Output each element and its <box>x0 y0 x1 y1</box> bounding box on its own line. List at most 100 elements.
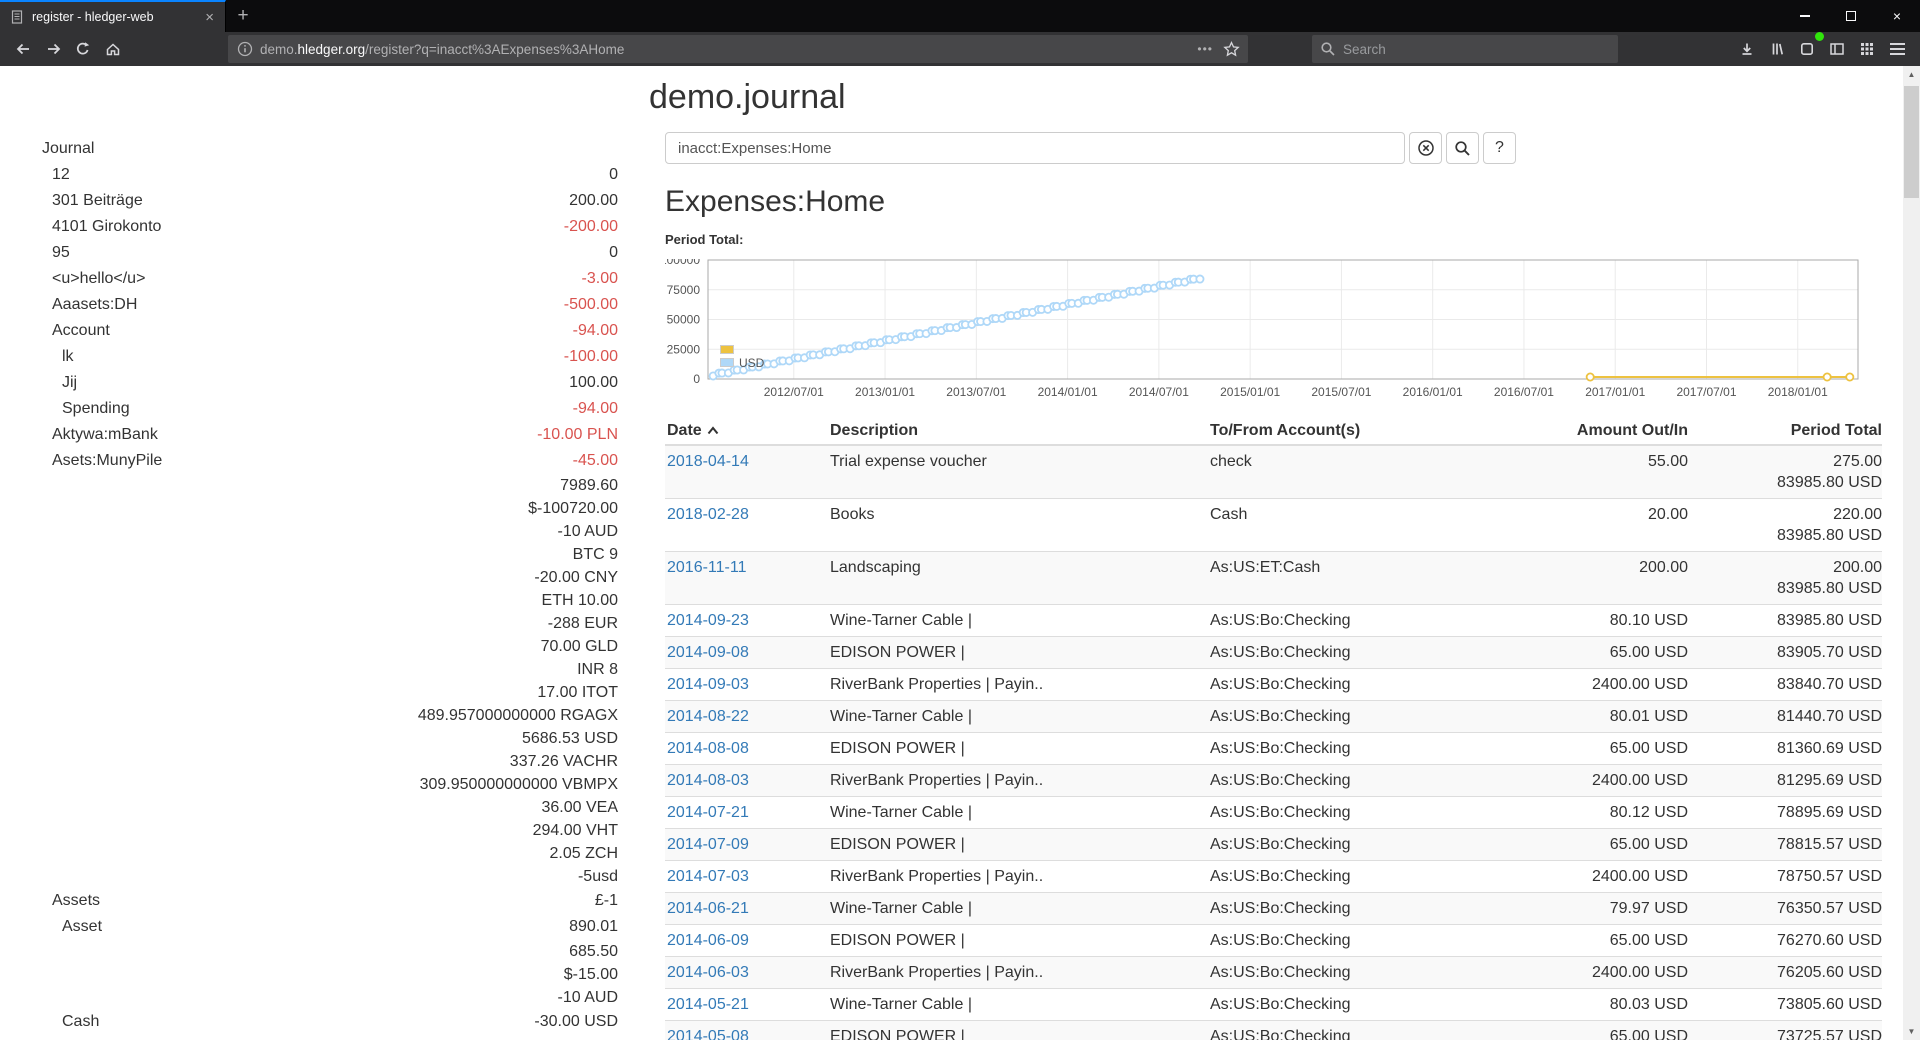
transaction-date-link[interactable]: 2014-05-21 <box>667 996 749 1013</box>
transaction-date-link[interactable]: 2014-06-21 <box>667 900 749 917</box>
account-link[interactable]: Aktywa:mBank <box>52 426 158 443</box>
transaction-date-link[interactable]: 2018-04-14 <box>667 453 749 470</box>
scrollbar-thumb[interactable] <box>1904 86 1919 198</box>
transaction-date-link[interactable]: 2014-08-22 <box>667 708 749 725</box>
sidebar-balance-row: -20.00 CNY <box>42 566 618 589</box>
transaction-date-link[interactable]: 2014-09-03 <box>667 676 749 693</box>
account-balance: $-15.00 <box>563 966 618 983</box>
transaction-account: As:US:ET:Cash <box>1208 551 1488 605</box>
close-window-button[interactable]: × <box>1892 8 1902 24</box>
menu-icon[interactable] <box>1882 35 1912 63</box>
scroll-down-icon[interactable]: ▼ <box>1907 1027 1916 1036</box>
x-tick-label: 2014/01/01 <box>1038 385 1098 399</box>
transaction-amount: 79.97 USD <box>1488 892 1688 925</box>
transaction-date-link[interactable]: 2014-06-09 <box>667 932 749 949</box>
account-balance: 337.26 VACHR <box>509 753 618 770</box>
site-info-icon[interactable] <box>236 40 254 58</box>
transaction-description: Landscaping <box>828 551 1208 605</box>
column-header: Period Total <box>1688 419 1882 446</box>
transaction-date-link[interactable]: 2014-06-03 <box>667 964 749 981</box>
sidebar-balance-row: -117.00 <box>42 1035 618 1040</box>
grid-icon[interactable] <box>1852 35 1882 63</box>
account-balance: 17.00 ITOT <box>537 684 618 701</box>
account-link[interactable]: 4101 Girokonto <box>52 218 162 235</box>
transaction-date-link[interactable]: 2014-05-08 <box>667 1028 749 1040</box>
register-row: 2014-07-09 EDISON POWER | As:US:Bo:Checkin… <box>665 828 1882 861</box>
register-main: ? Expenses:Home Period Total: 0 25000 5000… <box>660 66 1882 1040</box>
transaction-description: RiverBank Properties | Payin.. <box>828 956 1208 989</box>
sidebar-item-journal[interactable]: Journal <box>42 140 95 157</box>
register-row: 2014-08-08 EDISON POWER | As:US:Bo:Checkin… <box>665 732 1882 765</box>
download-icon[interactable] <box>1732 35 1762 63</box>
search-submit-button[interactable] <box>1446 132 1479 164</box>
account-balance: 0 <box>609 166 618 183</box>
url-text[interactable]: demo.hledger.org/register?q=inacct%3AExp… <box>260 41 625 57</box>
account-link[interactable]: Asset <box>62 918 103 935</box>
page-actions-icon[interactable]: ••• <box>1197 42 1213 56</box>
transaction-description: Books <box>828 498 1208 552</box>
register-chart: 0 25000 50000 75000 100000 2012/07/01 2013/01/… <box>660 253 1882 411</box>
transaction-date-link[interactable]: 2014-07-09 <box>667 836 749 853</box>
page-favicon <box>11 10 23 24</box>
account-link[interactable]: 12 <box>52 166 70 183</box>
navigation-toolbar: demo.hledger.org/register?q=inacct%3AExp… <box>0 32 1920 66</box>
back-button[interactable] <box>8 35 38 63</box>
sidebar-balance-row: 337.26 VACHR <box>42 750 618 773</box>
account-balance: 36.00 VEA <box>541 799 619 816</box>
column-header[interactable]: Date <box>665 419 828 446</box>
new-tab-button[interactable]: + <box>237 5 249 26</box>
library-icon[interactable] <box>1762 35 1792 63</box>
active-tab[interactable]: register - hledger-web × <box>0 0 226 32</box>
account-link[interactable]: Jij <box>62 374 78 391</box>
legend-entry <box>720 343 764 356</box>
transaction-date-link[interactable]: 2014-09-23 <box>667 612 749 629</box>
transaction-account: As:US:Bo:Checking <box>1208 924 1488 957</box>
sidebar-toggle-icon[interactable] <box>1822 35 1852 63</box>
transaction-amount: 80.12 USD <box>1488 796 1688 829</box>
bookmark-star-icon[interactable] <box>1223 41 1240 57</box>
extension-icon[interactable] <box>1792 32 1824 63</box>
sidebar-balance-row: 685.50 <box>42 940 618 963</box>
url-bar[interactable]: demo.hledger.org/register?q=inacct%3AExp… <box>228 35 1248 63</box>
account-link[interactable]: Asets:MunyPile <box>52 452 163 469</box>
help-button[interactable]: ? <box>1483 132 1516 164</box>
account-link[interactable]: Aaasets:DH <box>52 296 138 313</box>
transaction-date-link[interactable]: 2016-11-11 <box>667 559 747 576</box>
account-link[interactable]: 301 Beiträge <box>52 192 143 209</box>
query-input[interactable] <box>665 132 1405 164</box>
search-bar[interactable]: Search <box>1312 35 1618 63</box>
maximize-button[interactable] <box>1828 0 1874 32</box>
account-link[interactable]: Assets <box>52 892 101 909</box>
register-table: Date Description To/From Account(s) Amount … <box>665 419 1882 1040</box>
sidebar-account-row: Spending -94.00 <box>42 396 618 422</box>
clear-query-button[interactable] <box>1409 132 1442 164</box>
account-link[interactable]: <u>hello</u> <box>52 270 146 287</box>
transaction-date-link[interactable]: 2014-07-03 <box>667 868 749 885</box>
transaction-date-link[interactable]: 2014-07-21 <box>667 804 749 821</box>
period-total: 73805.60 USD <box>1688 988 1882 1021</box>
page-scrollbar[interactable]: ▲ ▼ <box>1903 66 1920 1040</box>
scroll-up-icon[interactable]: ▲ <box>1907 70 1916 79</box>
transaction-amount: 65.00 USD <box>1488 924 1688 957</box>
transaction-date-link[interactable]: 2014-08-03 <box>667 772 749 789</box>
account-balance: 100.00 <box>569 374 618 391</box>
forward-button[interactable] <box>38 35 68 63</box>
transaction-date-link[interactable]: 2014-08-08 <box>667 740 749 757</box>
account-balance: 489.957000000000 RGAGX <box>417 707 618 724</box>
home-button[interactable] <box>98 35 128 63</box>
account-link[interactable]: Account <box>52 322 110 339</box>
x-tick-label: 2018/01/01 <box>1768 385 1828 399</box>
account-link[interactable]: Cash <box>62 1013 100 1030</box>
transaction-date-link[interactable]: 2014-09-08 <box>667 644 749 661</box>
period-total: 78815.57 USD <box>1688 828 1882 861</box>
reload-button[interactable] <box>68 35 98 63</box>
y-tick-label: 100000 <box>665 259 700 267</box>
transaction-date-link[interactable]: 2018-02-28 <box>667 506 749 523</box>
minimize-button[interactable] <box>1782 0 1828 32</box>
tab-close-icon[interactable]: × <box>205 8 214 26</box>
transaction-account: check <box>1208 444 1488 499</box>
account-link[interactable]: Spending <box>62 400 130 417</box>
account-link[interactable]: lk <box>62 348 74 365</box>
register-row: 2014-06-09 EDISON POWER | As:US:Bo:Checkin… <box>665 924 1882 957</box>
account-link[interactable]: 95 <box>52 244 70 261</box>
